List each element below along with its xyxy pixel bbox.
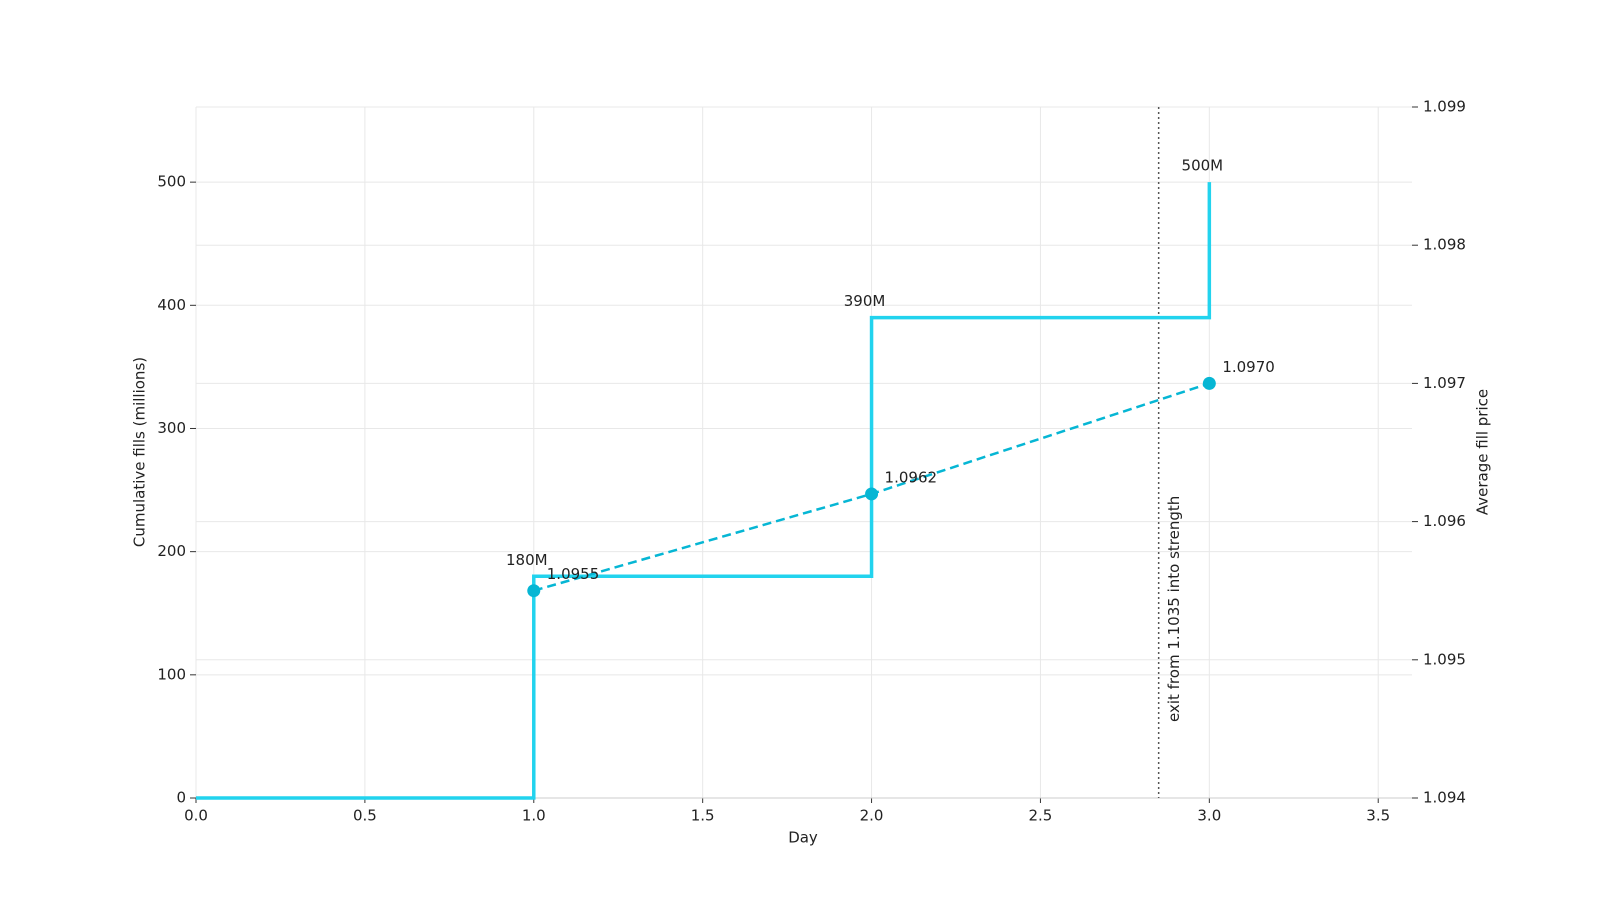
data-label: 1.0970 xyxy=(1222,358,1275,376)
y-tick-label: 0 xyxy=(176,789,186,807)
x-tick-label: 2.0 xyxy=(860,807,884,825)
x-tick-label: 1.0 xyxy=(522,807,546,825)
x-tick-label: 0.0 xyxy=(184,807,208,825)
x-tick-label: 1.5 xyxy=(691,807,715,825)
point xyxy=(1202,376,1216,390)
data-label: 1.0955 xyxy=(547,565,600,583)
y2-tick-label: 1.096 xyxy=(1423,512,1466,530)
y2-tick-label: 1.099 xyxy=(1423,98,1466,116)
data-label: 1.0962 xyxy=(885,468,938,486)
y-tick-label: 100 xyxy=(157,665,186,683)
series-line xyxy=(196,182,1212,800)
y2-tick-label: 1.098 xyxy=(1423,236,1466,254)
x-tick-label: 0.5 xyxy=(353,807,377,825)
y-axis-label: Cumulative fills (millions) xyxy=(131,357,149,547)
y-tick-label: 400 xyxy=(157,296,186,314)
x-tick-label: 3.5 xyxy=(1366,807,1390,825)
y2-tick-label: 1.095 xyxy=(1423,650,1466,668)
point xyxy=(865,487,879,501)
x-axis-label: Day xyxy=(788,829,818,847)
y-tick-label: 500 xyxy=(157,173,186,191)
annotation: exit from 1.1035 into strength xyxy=(1165,496,1183,722)
y-tick-label: 200 xyxy=(157,542,186,560)
y-tick-label: 300 xyxy=(157,419,186,437)
point xyxy=(527,584,541,598)
x-tick-label: 3.0 xyxy=(1197,807,1221,825)
y2-tick-label: 1.097 xyxy=(1423,374,1466,392)
data-label: 180M xyxy=(506,551,548,569)
data-label: 500M xyxy=(1182,157,1224,175)
x-tick-label: 2.5 xyxy=(1029,807,1053,825)
y2-tick-label: 1.094 xyxy=(1423,789,1466,807)
data-label: 390M xyxy=(844,292,886,310)
y2-axis-label: Average fill price xyxy=(1474,389,1492,515)
